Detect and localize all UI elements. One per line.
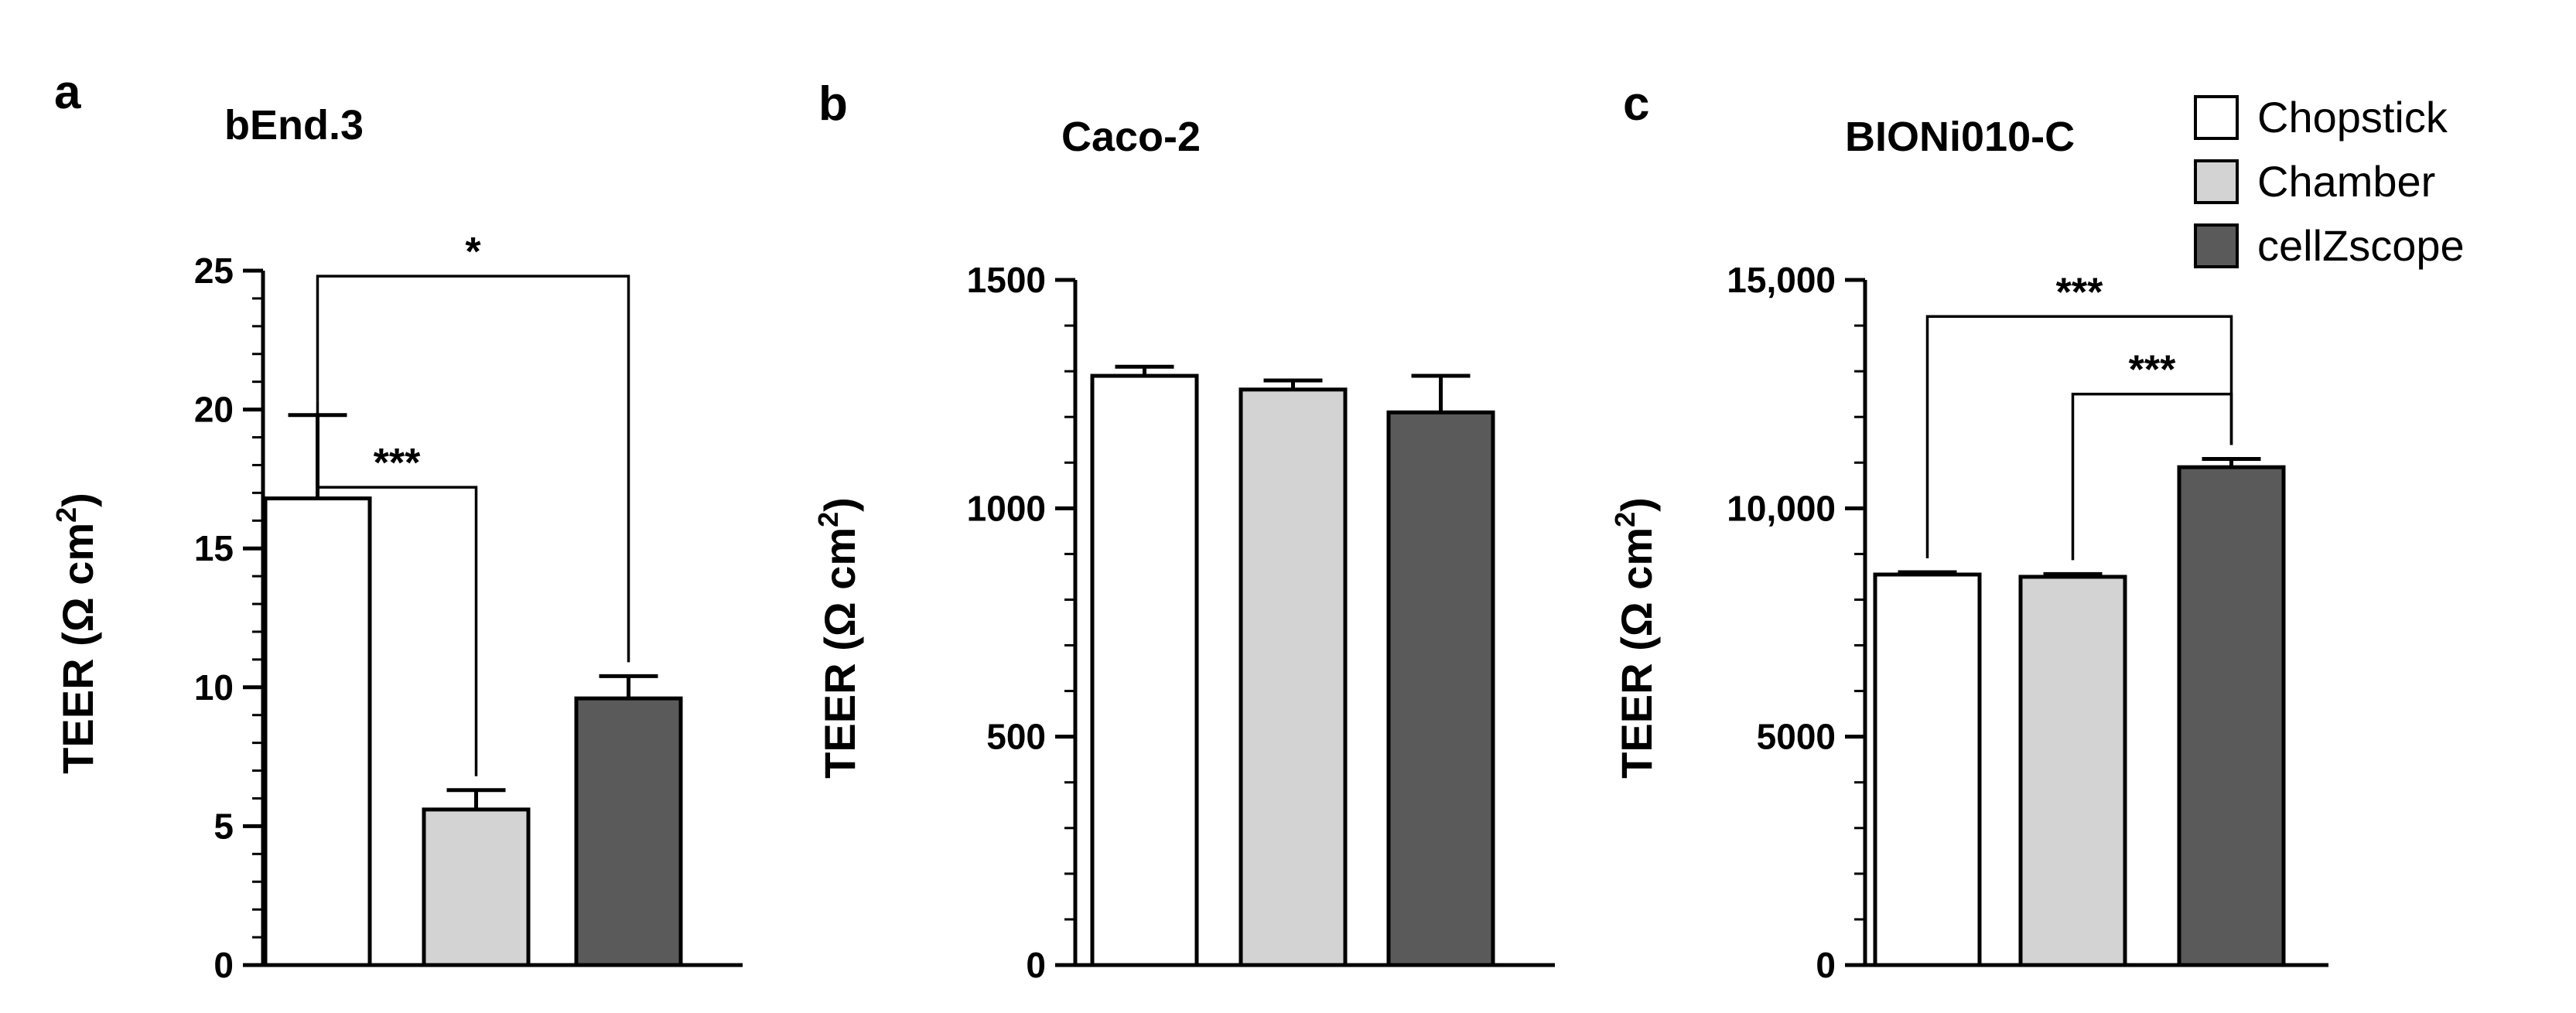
bar-cellzscope [574,696,683,967]
significance-label: * [465,230,481,275]
bar-chopstick [1873,572,1982,967]
y-tick-label: 0 [1026,945,1046,985]
panel-c: c BIONi010-C TEER (Ω cm2) 0 5000 10,000 15,000… [1609,77,2328,985]
bar-chamber [1238,387,1348,967]
panel-b: b Caco-2 TEER (Ω cm2) 0 500 1000 1500 [812,77,1555,985]
y-tick-label: 1500 [967,260,1046,300]
y-tick-label: 10 [194,667,234,708]
legend-label: Chopstick [2257,93,2448,142]
significance-bracket [1925,315,2233,559]
y-tick-label: 500 [986,717,1046,757]
panel-letter: c [1623,77,1649,131]
y-tick-label: 5000 [1757,717,1836,757]
legend-swatch [2194,95,2239,140]
y-tick-label: 5 [214,806,234,846]
y-tick-label: 15 [194,528,234,568]
bar-cellzscope [1386,410,1495,967]
y-tick-label: 25 [194,251,234,291]
significance-label: *** [2056,270,2103,315]
y-axis-label: TEER (Ω cm2) [50,493,102,774]
bar-cellzscope [2177,465,2286,967]
panel-title: Caco-2 [1061,114,1201,160]
significance-label: *** [374,441,421,486]
bar-chopstick [1090,373,1199,967]
legend-swatch [2194,223,2239,268]
bar-chamber [422,807,531,967]
y-axis-label: TEER (Ω cm2) [812,497,864,779]
legend-item-cellzscope: cellZscope [2194,221,2465,270]
panel-title: bEnd.3 [224,102,364,148]
y-tick-label: 20 [194,390,234,430]
y-tick-label: 10,000 [1727,488,1836,528]
bar-chamber [2018,575,2127,967]
legend-label: Chamber [2257,157,2435,206]
significance-bracket [316,401,478,776]
y-tick-label: 0 [1816,945,1836,985]
y-tick-label: 15,000 [1727,260,1836,300]
panel-title: BIONi010-C [1845,114,2075,160]
legend: Chopstick Chamber cellZscope [2194,93,2465,270]
bar-chopstick [263,496,372,967]
legend-label: cellZscope [2257,221,2465,270]
significance-bracket [2071,392,2233,561]
panel-letter: a [54,66,81,119]
panel-letter: b [818,77,848,131]
y-tick-label: 1000 [967,488,1046,528]
significance-bracket [316,275,630,663]
legend-swatch [2194,159,2239,204]
y-tick-label: 0 [214,945,234,985]
y-axis-label: TEER (Ω cm2) [1609,497,1661,779]
legend-item-chamber: Chamber [2194,157,2435,206]
significance-label: *** [2129,348,2176,393]
legend-item-chopstick: Chopstick [2194,93,2448,142]
